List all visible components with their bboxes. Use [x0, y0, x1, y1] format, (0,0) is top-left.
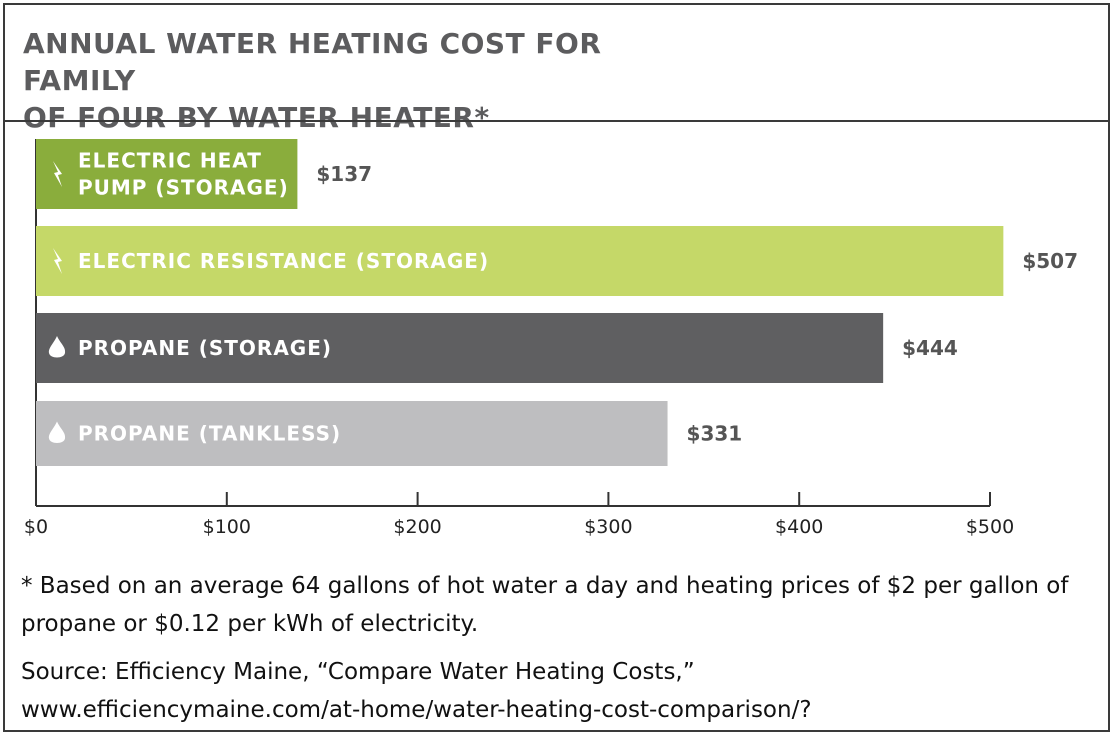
lightning-icon: [53, 248, 62, 274]
bar-label-line: PUMP (STORAGE): [78, 176, 289, 200]
lightning-icon: [53, 161, 62, 187]
chart-title-line-2: OF FOUR BY WATER HEATER*: [23, 101, 490, 134]
bar-3: [36, 313, 884, 383]
x-tick-label-500: $500: [966, 516, 1014, 538]
x-tick-label-300: $300: [584, 516, 632, 538]
bar-4: [36, 401, 668, 466]
x-tick-label-400: $400: [775, 516, 823, 538]
value-label-3: $444: [902, 336, 958, 360]
bar-label-2: ELECTRIC RESISTANCE (STORAGE): [78, 249, 489, 273]
x-tick-label-100: $100: [203, 516, 251, 538]
bar-label-line: PROPANE (STORAGE): [78, 336, 332, 360]
flame-icon: [48, 421, 66, 443]
x-tick-label-0: $0: [24, 516, 48, 538]
flame-icon: [48, 336, 66, 358]
value-label-1: $137: [316, 162, 372, 186]
x-tick-label-200: $200: [393, 516, 441, 538]
bar-2: [36, 226, 1004, 296]
bar-label-line: ELECTRIC RESISTANCE (STORAGE): [78, 249, 489, 273]
chart-title: ANNUAL WATER HEATING COST FOR FAMILY OF …: [23, 25, 723, 136]
source-line-1: Source: Efficiency Maine, “Compare Water…: [21, 659, 695, 685]
source-note: Source: Efficiency Maine, “Compare Water…: [21, 653, 1101, 729]
value-label-2: $507: [1022, 249, 1078, 273]
bar-1: [36, 139, 298, 209]
bar-label-line: ELECTRIC HEAT: [78, 149, 262, 173]
bar-label-4: PROPANE (TANKLESS): [78, 422, 341, 446]
footnote: * Based on an average 64 gallons of hot …: [21, 573, 1069, 637]
chart-frame: ANNUAL WATER HEATING COST FOR FAMILY OF …: [3, 3, 1110, 732]
source-line-2: www.efficiencymaine.com/at-home/water-he…: [21, 697, 812, 723]
title-divider: [5, 120, 1108, 122]
bar-label-line: PROPANE (TANKLESS): [78, 422, 341, 446]
chart-title-line-1: ANNUAL WATER HEATING COST FOR FAMILY: [23, 27, 602, 97]
bar-label-1: ELECTRIC HEAT PUMP (STORAGE): [78, 149, 289, 200]
value-label-4: $331: [687, 422, 743, 446]
bar-label-3: PROPANE (STORAGE): [78, 336, 332, 360]
